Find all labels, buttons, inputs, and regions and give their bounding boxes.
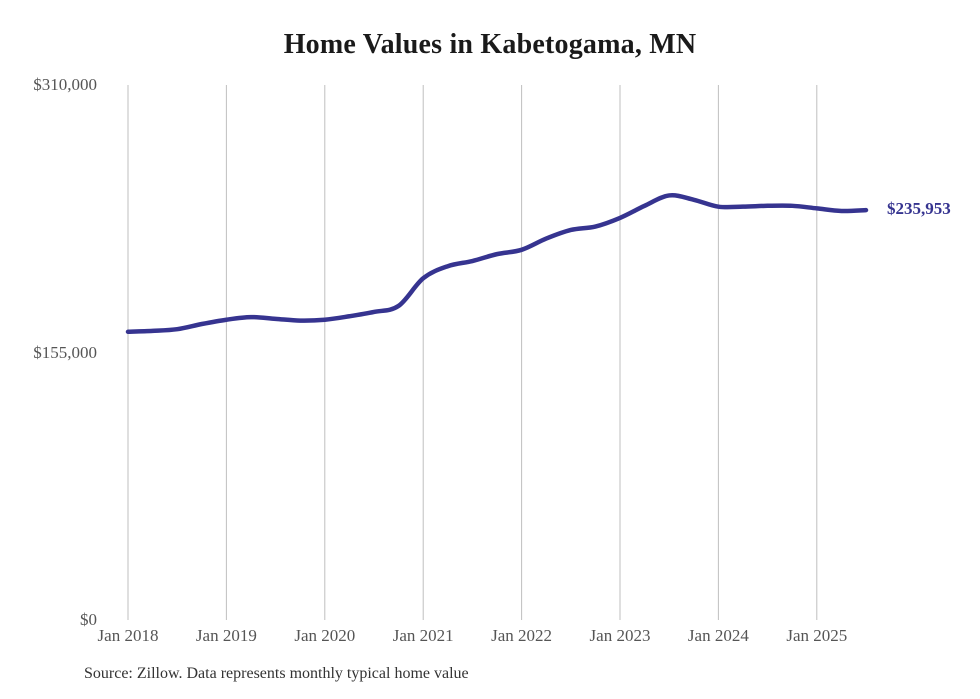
- x-tick-label-jan-2025: Jan 2025: [786, 626, 848, 645]
- y-tick-label-2: $310,000: [33, 75, 97, 94]
- chart-gridlines: [127, 85, 818, 620]
- y-tick-label-0: $0: [80, 610, 97, 629]
- series-end-value-label: $235,953: [887, 199, 951, 219]
- x-tick-label-jan-2022: Jan 2022: [491, 626, 553, 645]
- x-tick-label-jan-2018: Jan 2018: [97, 626, 159, 645]
- x-tick-label-jan-2024: Jan 2024: [687, 626, 749, 645]
- x-tick-label-jan-2019: Jan 2019: [195, 626, 257, 645]
- x-tick-label-jan-2021: Jan 2021: [392, 626, 454, 645]
- chart-title: Home Values in Kabetogama, MN: [283, 29, 697, 60]
- x-tick-label-jan-2023: Jan 2023: [589, 626, 651, 645]
- chart-source-footnote: Source: Zillow. Data represents monthly …: [84, 665, 469, 682]
- y-tick-label-1: $155,000: [33, 342, 97, 362]
- series-line-typical-home-value: [125, 193, 869, 335]
- x-tick-label-jan-2020: Jan 2020: [294, 626, 356, 645]
